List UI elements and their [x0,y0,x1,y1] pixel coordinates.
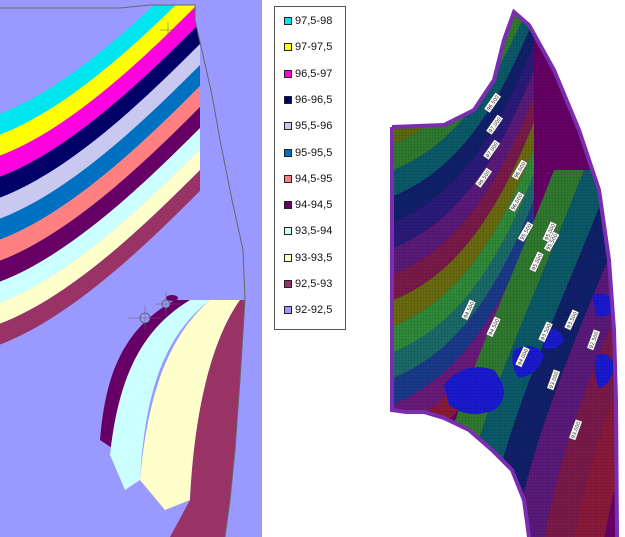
left-band [170,300,245,537]
legend-label: 97,5-98 [295,15,333,27]
legend-swatch [284,174,292,183]
legend-label: 95-95,5 [295,146,333,159]
legend-swatch [284,253,292,262]
contour-label: 93.000 [568,418,583,441]
legend-label: 94,5-95 [295,172,333,185]
left-band [0,23,200,204]
legend-swatch [284,280,292,288]
left-band [140,300,240,510]
contour-label: 93.000 [546,368,561,391]
legend-label: 94-94,5 [295,199,333,212]
left-band [0,5,200,183]
left-band [0,44,200,225]
contour-label-text: 92.500 [589,331,601,349]
legend-item: 92-92,5 [284,303,332,317]
contour-label-text: 93.000 [549,371,561,389]
legend-item: 95-95,5 [284,146,332,160]
legend-label: 92,5-93 [295,278,333,290]
legend-swatch [284,95,292,104]
legend-item: 93,5-94 [284,224,332,238]
legend-item: 94,5-95 [284,172,332,186]
legend-swatch [284,148,292,157]
legend-item: 93-93,5 [284,251,332,265]
legend-swatch [284,17,292,25]
legend-item: 96,5-97 [284,67,332,81]
legend-label: 95,5-96 [295,120,333,133]
legend-swatch [284,69,292,78]
legend-item: 97,5-98 [284,14,332,28]
left-band [110,300,210,490]
legend-item: 95,5-96 [284,119,332,133]
left-band [0,191,200,372]
legend-label: 93-93,5 [295,251,333,264]
left-band [0,149,200,330]
left-contour-map [0,0,262,537]
legend-swatch [284,306,292,315]
legend-swatch [284,201,292,210]
left-band [0,86,200,267]
legend-item: 97-97,5 [284,40,332,54]
left-band [0,5,200,162]
legend-label: 97-97,5 [295,41,333,54]
contour-label-text: 93.000 [571,421,583,439]
legend-label: 93,5-94 [295,225,333,238]
legend: 97,5-98 97-97,5 96,5-97 96-96,5 95,5-96 95-95… [274,6,346,330]
left-band [0,170,200,351]
legend-swatch [284,227,292,236]
left-band [0,128,200,309]
contour-label: 92.500 [586,328,601,351]
legend-label: 92-92,5 [295,304,333,317]
legend-item: 94-94,5 [284,198,332,212]
legend-label: 96-96,5 [295,93,333,106]
left-band [0,107,200,288]
left-band [0,65,200,246]
left-band [0,5,200,141]
legend-swatch [284,43,292,52]
legend-item: 92,5-93 [284,277,332,291]
legend-item: 96-96,5 [284,93,332,107]
legend-label: 96,5-97 [295,67,333,80]
legend-swatch [284,122,292,131]
